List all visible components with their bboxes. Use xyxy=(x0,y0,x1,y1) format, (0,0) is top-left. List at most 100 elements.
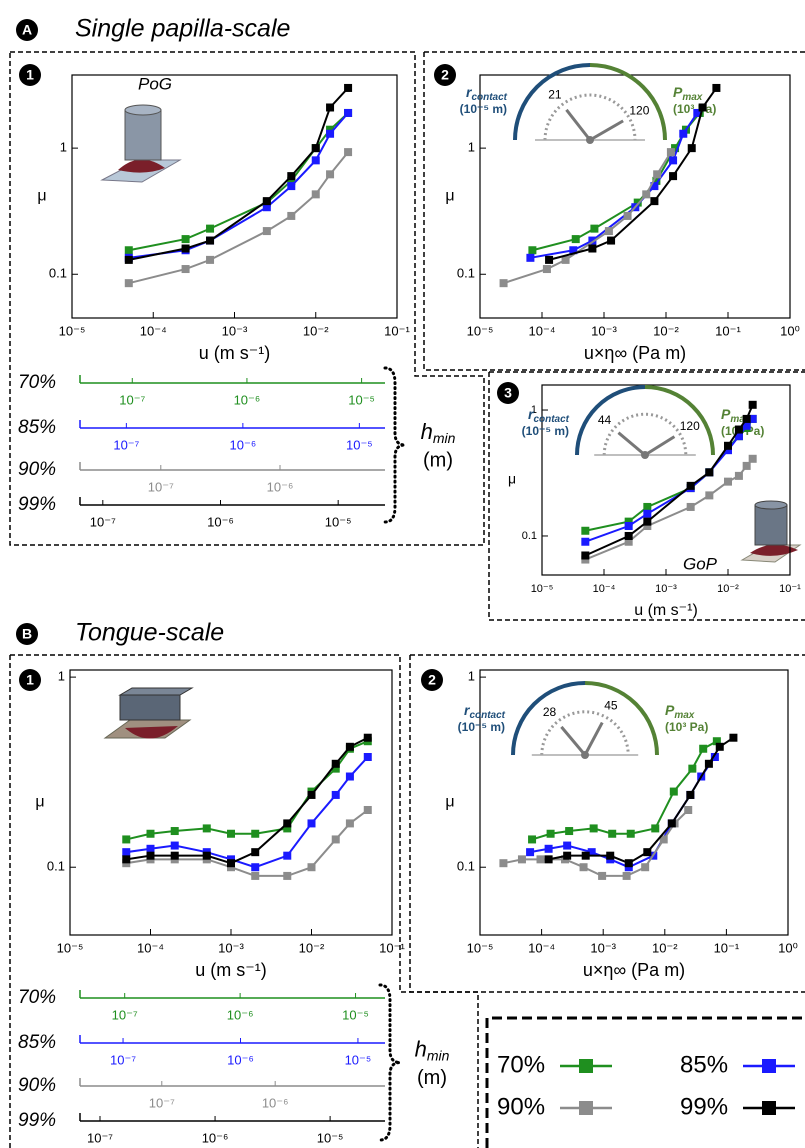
data-point xyxy=(363,752,372,761)
data-point xyxy=(561,255,570,264)
series-line xyxy=(530,112,699,259)
data-point xyxy=(307,863,316,872)
gauge-unit: (10⁻⁵ m) xyxy=(522,424,569,438)
strip-tick-label: 10⁻⁵ xyxy=(346,437,373,452)
data-point xyxy=(748,400,757,409)
panel-badge xyxy=(497,382,519,404)
data-point xyxy=(122,848,131,857)
x-tick-label: 10⁻² xyxy=(299,940,325,955)
strip-tick-label: 10⁻⁵ xyxy=(325,514,352,529)
data-point xyxy=(251,848,260,857)
legend-label: 70% xyxy=(497,1051,545,1078)
series-line xyxy=(503,151,672,285)
data-point xyxy=(283,851,292,860)
data-point xyxy=(734,425,743,434)
x-tick-label: 10⁻² xyxy=(652,940,678,955)
legend-label: 99% xyxy=(680,1093,728,1120)
gauge-symbol: r xyxy=(528,406,535,422)
data-point xyxy=(643,848,652,857)
data-point xyxy=(679,129,688,138)
data-point xyxy=(307,790,316,799)
y-tick-label: 0.1 xyxy=(522,530,537,542)
y-tick-label: 1 xyxy=(468,669,475,684)
gauge-label: Pmax xyxy=(665,702,695,721)
gauge-label: Pmax xyxy=(673,84,703,103)
axis-frame xyxy=(479,74,791,319)
gauge-subscript: contact xyxy=(533,414,569,425)
data-point xyxy=(326,103,335,112)
data-point xyxy=(206,255,215,264)
data-point xyxy=(227,829,235,838)
data-point xyxy=(536,855,545,864)
hmin-subscript: min xyxy=(433,430,456,446)
data-point xyxy=(345,772,354,781)
panel-number: 2 xyxy=(441,67,449,83)
data-point xyxy=(311,156,320,165)
gauge-subscript: max xyxy=(730,414,750,425)
data-point xyxy=(642,190,651,199)
data-point xyxy=(686,481,695,490)
data-point xyxy=(287,176,296,185)
data-point xyxy=(528,835,537,844)
data-point xyxy=(667,819,676,828)
data-point xyxy=(643,522,652,531)
series-line xyxy=(128,87,349,261)
series-line xyxy=(126,740,369,841)
strip-tick-label: 10⁻⁶ xyxy=(234,392,261,407)
data-point xyxy=(590,224,599,233)
data-point xyxy=(528,246,537,255)
data-point xyxy=(652,176,661,185)
brace xyxy=(383,366,406,524)
data-point xyxy=(607,236,616,245)
data-point xyxy=(748,414,757,423)
series-line xyxy=(128,112,349,252)
strip-label: 99% xyxy=(18,1110,56,1131)
data-point xyxy=(705,468,714,477)
data-point xyxy=(262,203,271,212)
data-point xyxy=(626,829,635,838)
data-point xyxy=(544,855,553,864)
data-point xyxy=(544,844,553,853)
gauge-value: 21 xyxy=(548,87,562,101)
data-point xyxy=(331,759,340,768)
data-point xyxy=(748,454,757,463)
strip-tick-label: 10⁻⁷ xyxy=(112,1007,138,1022)
data-point xyxy=(283,871,292,880)
data-point xyxy=(331,835,340,844)
data-point xyxy=(206,236,215,245)
data-point xyxy=(742,414,751,423)
data-point xyxy=(698,103,707,112)
data-point xyxy=(251,871,260,880)
data-point xyxy=(693,108,702,117)
gauge-label: rcontact xyxy=(464,702,506,721)
data-point xyxy=(643,517,652,526)
annotation: GoP xyxy=(683,554,718,573)
axis-frame xyxy=(69,669,393,936)
strip-tick-label: 10⁻⁶ xyxy=(227,1052,254,1067)
legend-swatch xyxy=(579,1101,593,1115)
data-point xyxy=(146,851,155,860)
data-point xyxy=(517,855,526,864)
x-tick-label: 10⁰ xyxy=(778,940,798,955)
data-point xyxy=(724,441,732,450)
data-point xyxy=(704,759,713,768)
data-point xyxy=(624,537,633,546)
data-point xyxy=(563,841,572,850)
legend-frame xyxy=(485,1016,805,1148)
data-point xyxy=(181,235,190,244)
data-point xyxy=(363,733,372,742)
y-axis-label: μ xyxy=(37,188,46,205)
hmin-symbol: h xyxy=(421,419,433,444)
strip-tick-label: 10⁻⁵ xyxy=(342,1007,369,1022)
data-point xyxy=(715,742,724,751)
strip-tick-label: 10⁻⁶ xyxy=(230,437,257,452)
data-point xyxy=(734,432,743,441)
data-point xyxy=(684,805,693,814)
axis-frame xyxy=(541,384,791,576)
data-point xyxy=(262,227,271,236)
data-point xyxy=(287,211,296,220)
gauge-needle xyxy=(589,119,624,142)
panel-frame xyxy=(488,371,805,621)
data-point xyxy=(669,156,678,165)
gauge-dial xyxy=(540,710,630,756)
